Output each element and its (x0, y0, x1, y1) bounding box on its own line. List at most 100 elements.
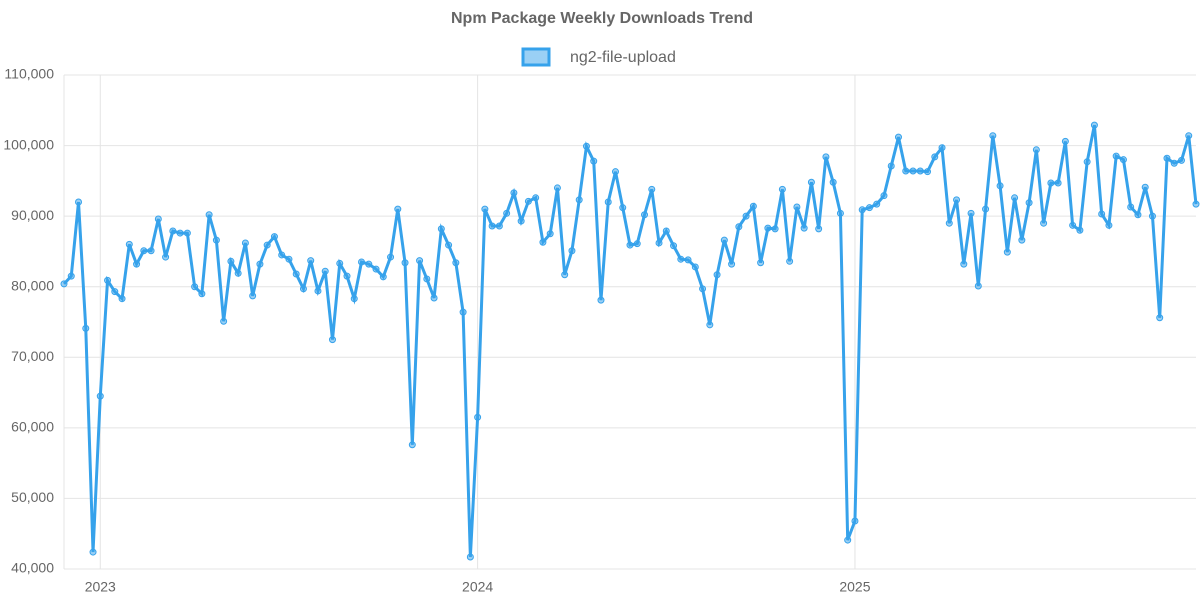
data-point (452, 259, 460, 267)
data-point (307, 257, 315, 265)
y-tick-label: 90,000 (11, 207, 54, 223)
data-point (1069, 221, 1077, 229)
data-point (285, 255, 293, 263)
data-point (894, 133, 902, 141)
data-point (1148, 212, 1156, 220)
data-point (162, 253, 170, 261)
data-point (960, 260, 968, 268)
data-point (372, 265, 380, 273)
data-point (365, 260, 373, 268)
data-point (495, 222, 503, 230)
data-point (488, 222, 496, 230)
data-point (212, 236, 220, 244)
data-point (967, 209, 975, 217)
y-tick-label: 100,000 (3, 136, 54, 152)
data-point (953, 196, 961, 204)
data-point (503, 209, 511, 217)
data-point (234, 269, 242, 277)
data-point (96, 392, 104, 400)
data-point (1119, 156, 1127, 164)
data-point (764, 224, 772, 232)
data-point (691, 263, 699, 271)
data-point (880, 192, 888, 200)
x-tick-label: 2024 (462, 579, 493, 595)
data-point (104, 276, 112, 284)
series-line (62, 124, 1198, 558)
data-point (1185, 132, 1193, 140)
data-point (590, 157, 598, 165)
data-point (314, 287, 322, 295)
data-point (720, 236, 728, 244)
data-point (1170, 159, 1178, 167)
data-point (1061, 137, 1069, 145)
data-point (706, 321, 714, 329)
data-point (815, 225, 823, 233)
data-point (858, 206, 866, 214)
y-tick-label: 60,000 (11, 419, 54, 435)
data-point (459, 308, 467, 316)
data-point (220, 317, 228, 325)
data-point (241, 239, 249, 247)
data-point (270, 233, 278, 241)
data-point (379, 273, 387, 281)
data-point (974, 282, 982, 290)
data-point (648, 185, 656, 193)
data-point (336, 259, 344, 267)
y-tick-label: 70,000 (11, 348, 54, 364)
data-point (198, 290, 206, 298)
data-point (597, 296, 605, 304)
data-point (611, 168, 619, 176)
data-point (1018, 236, 1026, 244)
data-point (169, 227, 177, 235)
legend-swatch (521, 47, 551, 67)
data-point (786, 257, 794, 265)
data-point (358, 258, 366, 266)
data-point (684, 256, 692, 264)
data-point (227, 257, 235, 265)
data-point (829, 178, 837, 186)
data-point (328, 336, 336, 344)
data-point (800, 224, 808, 232)
data-point (524, 197, 532, 205)
data-point (423, 275, 431, 283)
data-point (924, 168, 932, 176)
data-point (75, 198, 83, 206)
data-point (771, 225, 779, 233)
data-point (292, 270, 300, 278)
data-point (989, 132, 997, 140)
data-point (1003, 248, 1011, 256)
data-point (1156, 314, 1164, 322)
data-point (125, 240, 133, 248)
data-point (931, 153, 939, 161)
data-point (263, 241, 271, 249)
data-point (662, 227, 670, 235)
data-point (604, 198, 612, 206)
data-point (807, 178, 815, 186)
data-point (1177, 156, 1185, 164)
data-point (445, 241, 453, 249)
data-point (408, 441, 416, 449)
data-point (60, 280, 68, 288)
data-point (982, 205, 990, 213)
y-tick-label: 80,000 (11, 277, 54, 293)
data-point (1134, 211, 1142, 219)
data-point (437, 225, 445, 233)
data-point (1011, 194, 1019, 202)
legend-label: ng2-file-upload (570, 49, 676, 66)
data-point (945, 219, 953, 227)
data-point (466, 553, 474, 561)
data-point (278, 251, 286, 259)
data-point (619, 204, 627, 212)
data-point (147, 247, 155, 255)
data-point (350, 295, 358, 303)
data-point (844, 536, 852, 544)
data-point (728, 260, 736, 268)
data-point (902, 167, 910, 175)
data-point (111, 288, 119, 296)
data-point (474, 413, 482, 421)
data-point (82, 324, 90, 332)
data-point (735, 223, 743, 231)
data-point (510, 189, 518, 197)
data-point (299, 285, 307, 293)
